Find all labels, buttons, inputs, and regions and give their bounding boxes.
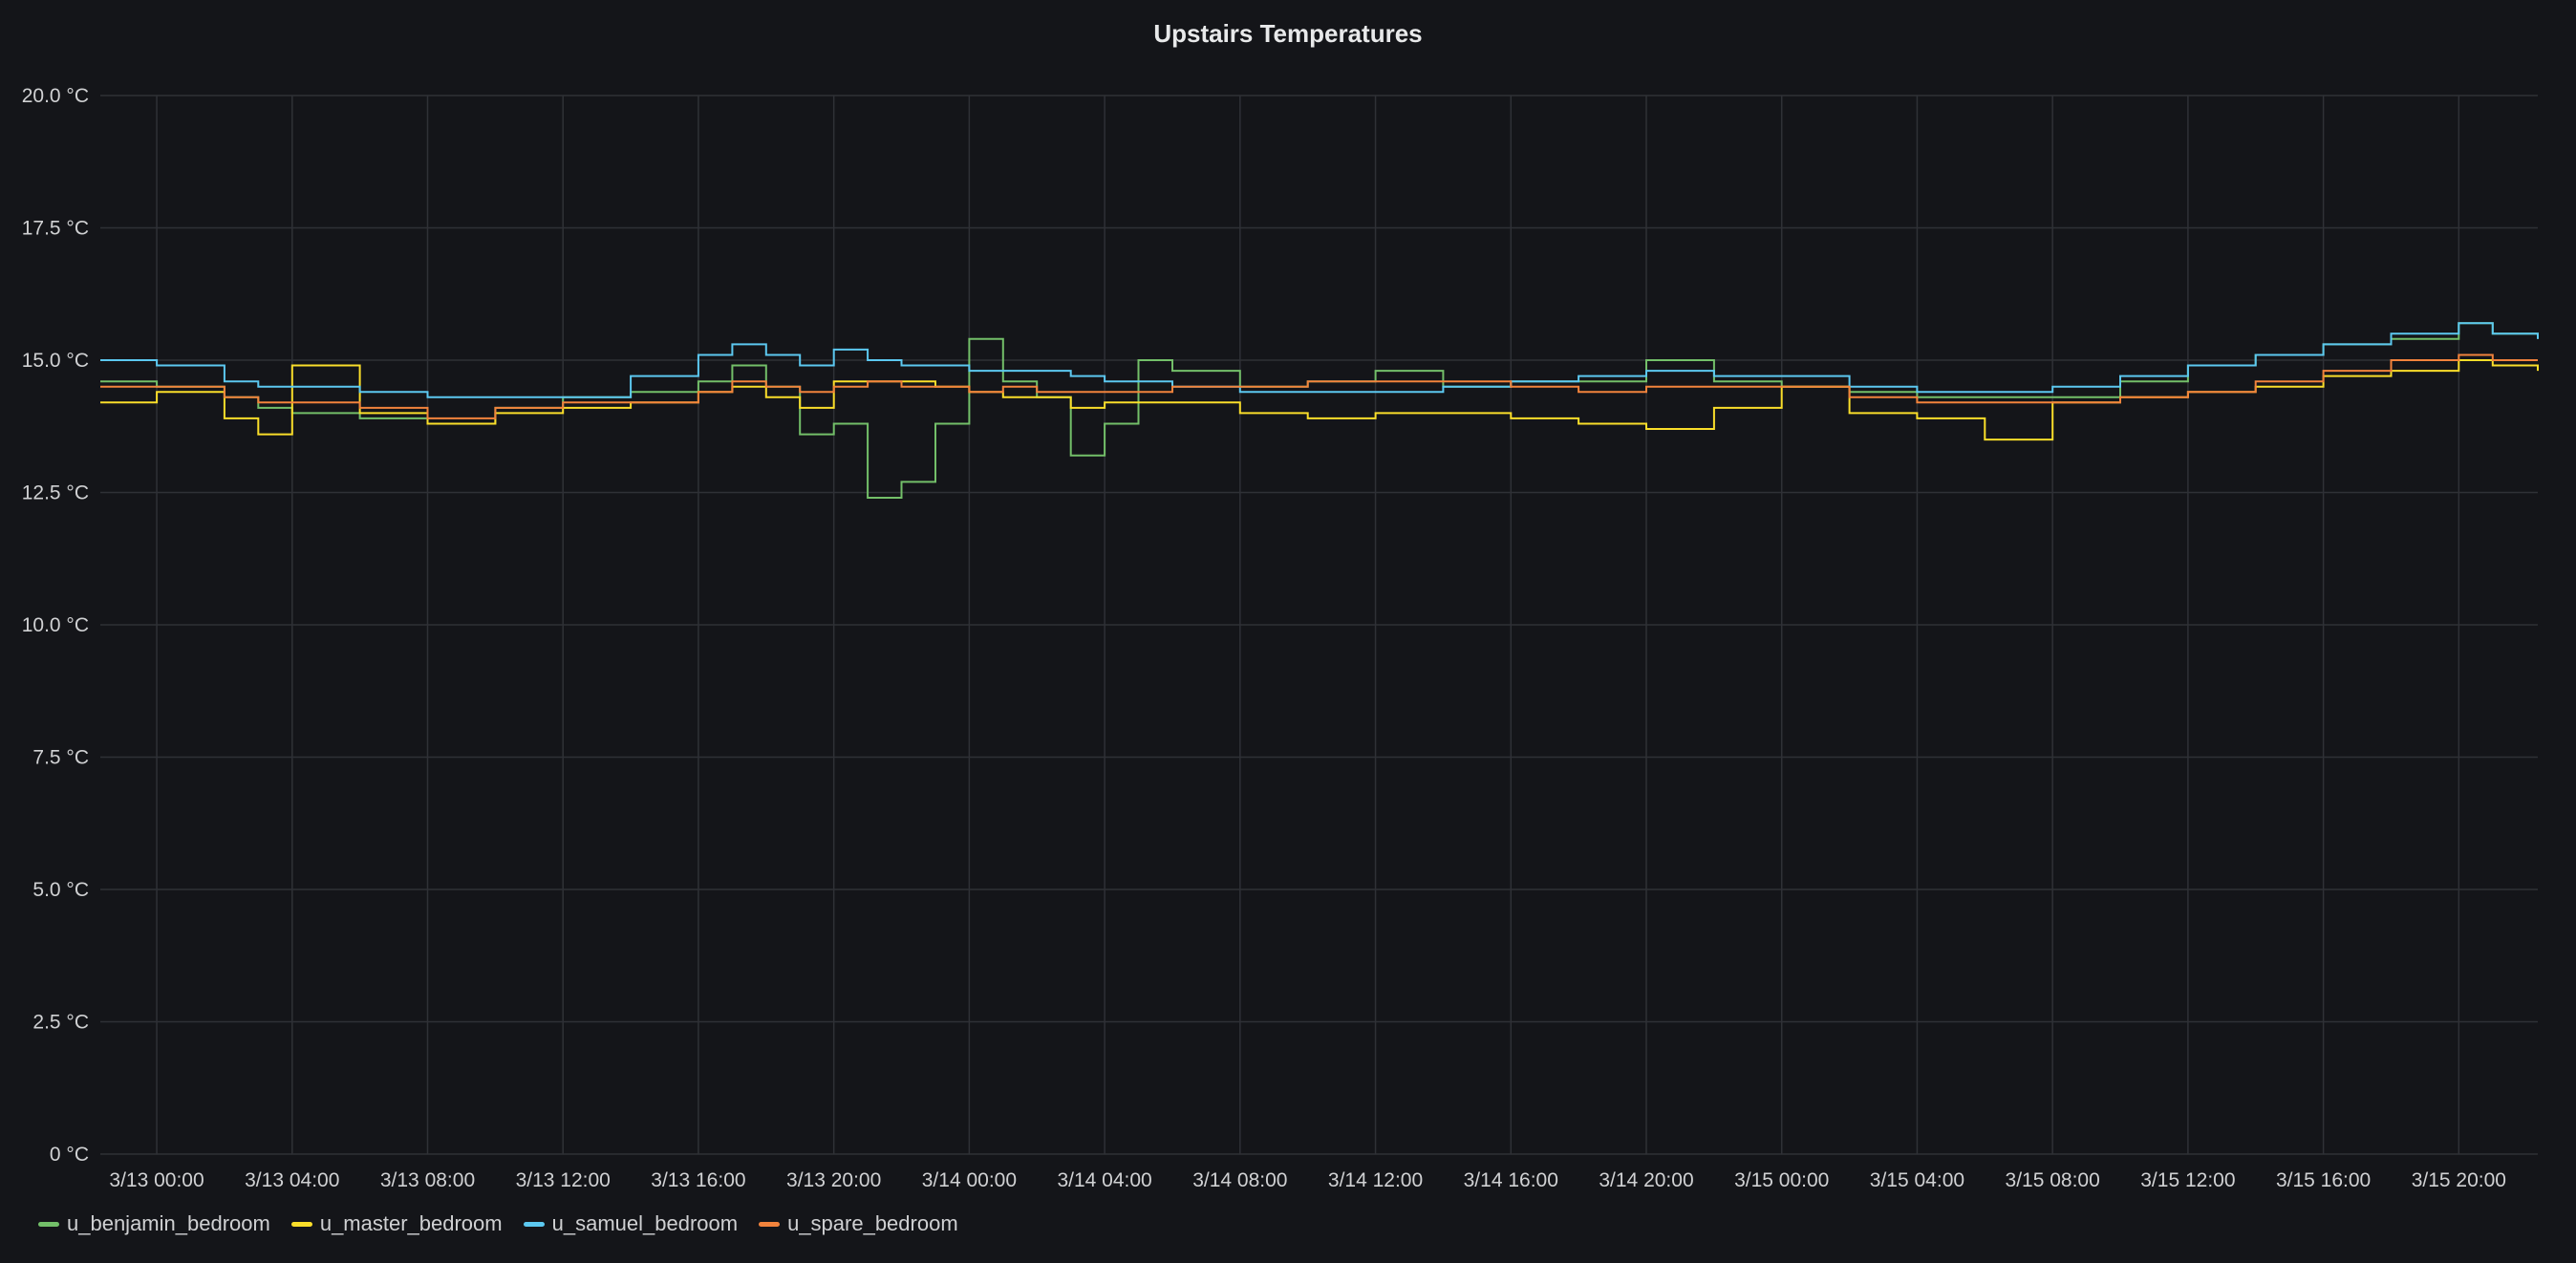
x-tick-label: 3/13 00:00 <box>109 1169 204 1191</box>
series-line-u-benjamin-bedroom <box>100 322 2539 499</box>
y-tick-label: 17.5 °C <box>22 218 89 240</box>
legend-label: u_master_bedroom <box>319 1211 503 1235</box>
x-tick-label: 3/14 08:00 <box>1192 1169 1287 1191</box>
legend-label: u_samuel_bedroom <box>551 1211 739 1235</box>
x-tick-label: 3/14 20:00 <box>1599 1169 1693 1191</box>
x-tick-label: 3/15 12:00 <box>2140 1169 2235 1191</box>
x-tick-label: 3/14 04:00 <box>1057 1169 1151 1191</box>
series-line-u-samuel-bedroom <box>100 322 2539 398</box>
x-tick-label: 3/14 12:00 <box>1328 1169 1423 1191</box>
x-tick-label: 3/14 00:00 <box>922 1169 1017 1191</box>
y-tick-label: 20.0 °C <box>22 85 89 107</box>
x-tick-label: 3/13 20:00 <box>786 1169 881 1191</box>
y-tick-label: 7.5 °C <box>32 747 89 769</box>
legend-swatch <box>290 1221 312 1227</box>
series-line-u-spare-bedroom <box>100 353 2538 419</box>
legend-swatch <box>523 1221 545 1227</box>
x-tick-label: 3/15 08:00 <box>2006 1169 2100 1191</box>
y-tick-label: 2.5 °C <box>32 1012 89 1034</box>
x-tick-label: 3/13 16:00 <box>651 1169 745 1191</box>
chart-legend: u_benjamin_bedroom u_master_bedroom u_samu… <box>38 1211 958 1236</box>
legend-swatch <box>759 1221 781 1227</box>
legend-item[interactable]: u_spare_bedroom <box>759 1211 958 1236</box>
x-tick-label: 3/15 16:00 <box>2276 1169 2371 1191</box>
legend-item[interactable]: u_benjamin_bedroom <box>38 1211 270 1236</box>
chart-title: Upstairs Temperatures <box>1153 19 1423 48</box>
x-tick-label: 3/14 16:00 <box>1464 1169 1558 1191</box>
x-tick-label: 3/15 00:00 <box>1734 1169 1829 1191</box>
x-tick-label: 3/13 04:00 <box>245 1169 339 1191</box>
y-tick-label: 12.5 °C <box>22 482 89 504</box>
legend-label: u_benjamin_bedroom <box>67 1211 270 1235</box>
y-tick-label: 10.0 °C <box>22 614 89 636</box>
x-tick-label: 3/15 04:00 <box>1870 1169 1964 1191</box>
x-tick-label: 3/13 08:00 <box>380 1169 475 1191</box>
x-tick-label: 3/15 20:00 <box>2412 1169 2506 1191</box>
y-tick-label: 15.0 °C <box>22 350 89 372</box>
series-line-u-master-bedroom <box>100 359 2539 441</box>
x-tick-label: 3/13 12:00 <box>516 1169 611 1191</box>
legend-label: u_spare_bedroom <box>787 1211 958 1235</box>
legend-swatch <box>38 1221 59 1227</box>
y-tick-label: 5.0 °C <box>32 879 89 901</box>
legend-item[interactable]: u_samuel_bedroom <box>523 1211 739 1236</box>
legend-item[interactable]: u_master_bedroom <box>290 1211 503 1236</box>
y-tick-label: 0 °C <box>50 1144 89 1166</box>
